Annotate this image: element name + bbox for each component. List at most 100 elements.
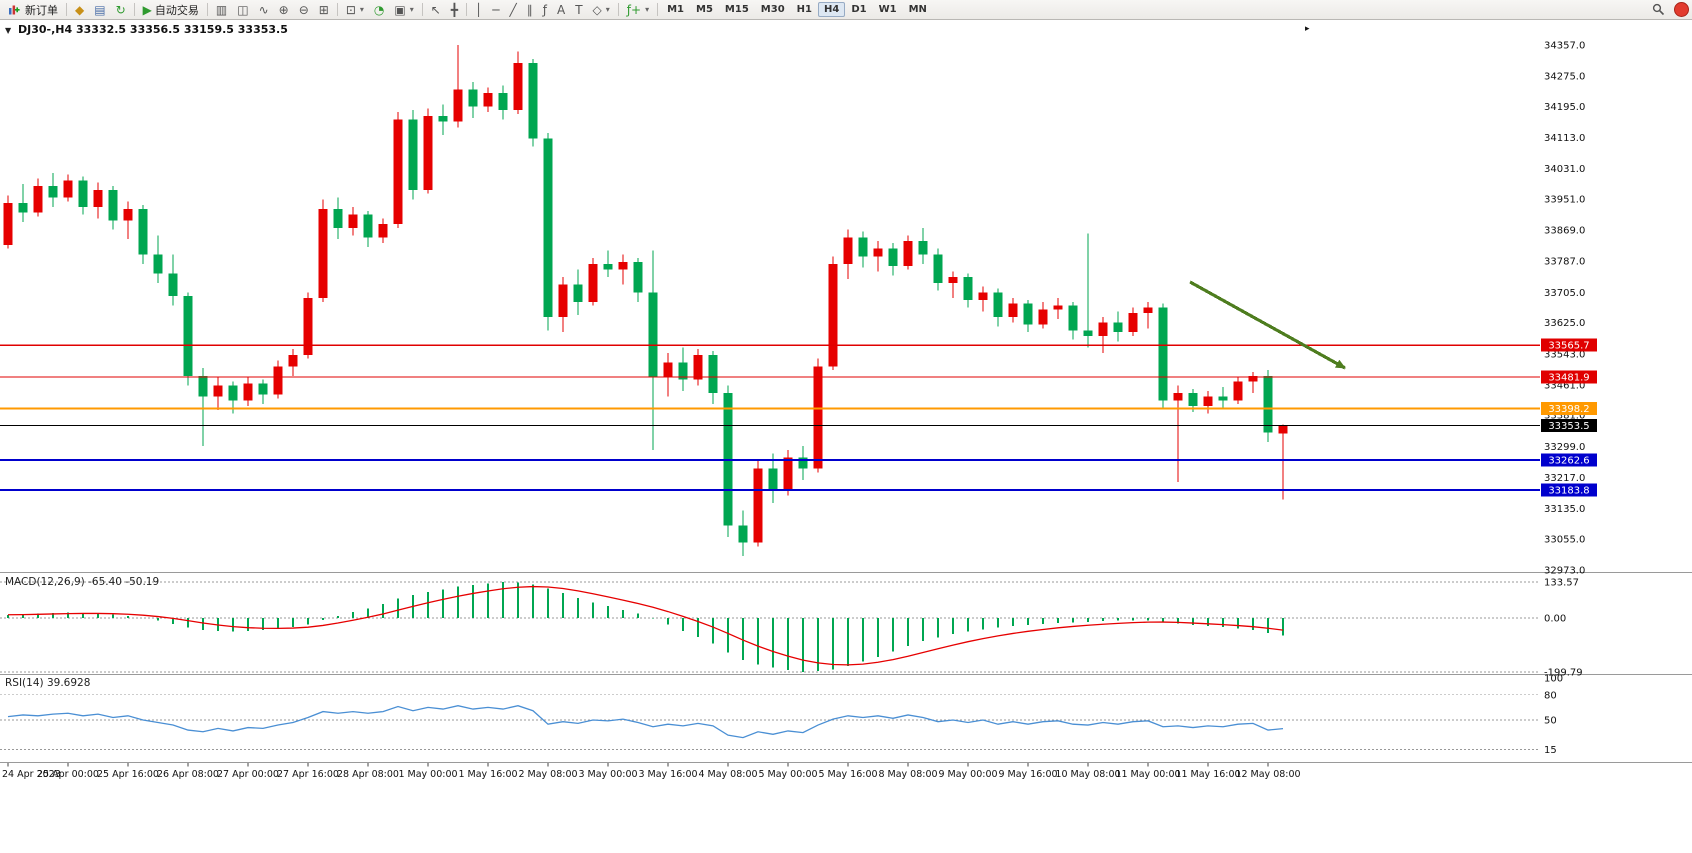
price-tick-label: 33705.0: [1544, 288, 1585, 299]
symbol-dropdown-icon[interactable]: ▼: [5, 26, 12, 35]
price-tick-label: 33217.0: [1544, 473, 1585, 484]
time-label: 11 May 00:00: [1115, 769, 1180, 780]
macd-scale-label: 133.57: [1544, 577, 1579, 588]
fibonacci-button[interactable]: ƒ: [542, 2, 547, 17]
line-chart-button[interactable]: ∿: [258, 2, 269, 17]
new-order-icon: [9, 5, 20, 14]
timeframe-m1[interactable]: M1: [667, 4, 684, 15]
time-label: 3 May 00:00: [578, 769, 637, 780]
chart-title: ▼ DJ30-,H4 33332.5 33356.5 33159.5 33353…: [5, 23, 288, 36]
timeframe-w1[interactable]: W1: [878, 4, 897, 15]
auto-trading-button[interactable]: ▶ 自动交易: [138, 0, 204, 19]
trend-arrow[interactable]: [1189, 280, 1346, 370]
zoom-in-button[interactable]: ⊕: [278, 2, 289, 17]
time-label: 1 May 00:00: [398, 769, 457, 780]
new-chart-button[interactable]: ⊡ ▾: [341, 0, 369, 19]
chevron-down-icon: ▾: [409, 5, 414, 14]
level-price-box: [1541, 402, 1597, 416]
price-tick-label: 34275.0: [1544, 72, 1585, 83]
shapes-button[interactable]: ◇ ▾: [588, 0, 615, 19]
macd-scale-label: -199.79: [1544, 667, 1583, 678]
time-label: 4 May 08:00: [698, 769, 757, 780]
new-order-label: 新订单: [25, 3, 58, 17]
new-order-button[interactable]: 新订单: [3, 0, 63, 19]
time-label: 2 May 08:00: [518, 769, 577, 780]
price-tick-label: 33787.0: [1544, 257, 1585, 268]
price-tick-label: 34031.0: [1544, 164, 1585, 175]
chevron-down-icon: ▾: [645, 5, 650, 14]
toolbar-separator: [133, 3, 135, 16]
toolbar-separator: [336, 3, 338, 16]
time-label: 8 May 08:00: [878, 769, 937, 780]
chart-symbol-period: DJ30-,H4: [18, 23, 73, 36]
time-label: 28 Apr 08:00: [337, 769, 399, 780]
shapes-icon: ◇: [592, 2, 602, 17]
timeframe-d1[interactable]: D1: [851, 4, 867, 15]
level-price-text: 33565.7: [1548, 341, 1589, 352]
time-label: 5 May 00:00: [758, 769, 817, 780]
scroll-to-end-marker[interactable]: ▸: [1305, 24, 1310, 34]
timeframe-mn[interactable]: MN: [908, 4, 927, 15]
templates-icon: ▣: [394, 2, 406, 17]
label-tool-button[interactable]: T: [575, 2, 583, 17]
price-tick-label: 33625.0: [1544, 318, 1585, 329]
current-price-box: [1541, 419, 1597, 433]
price-tick-label: 34113.0: [1544, 133, 1585, 144]
time-label: 9 May 00:00: [938, 769, 997, 780]
clock-icon[interactable]: ◔: [373, 2, 385, 17]
toolbar-separator: [206, 3, 208, 16]
timeframe-m15[interactable]: M15: [724, 4, 749, 15]
templates-button[interactable]: ▣ ▾: [389, 0, 418, 19]
candle-chart-button[interactable]: ◫: [237, 2, 249, 17]
rsi-line: [7, 705, 1284, 739]
bar-chart-button[interactable]: ▥: [215, 2, 228, 17]
macd-scale-label: 0.00: [1544, 614, 1566, 625]
trend-line-button[interactable]: ╱: [509, 2, 517, 17]
market-watch-icon[interactable]: ◆: [75, 2, 85, 17]
channel-button[interactable]: ∥: [526, 2, 533, 17]
chevron-down-icon: ▾: [359, 5, 364, 14]
timeframe-h4[interactable]: H4: [818, 2, 846, 17]
time-label: 1 May 16:00: [458, 769, 517, 780]
toolbar-separator: [466, 3, 468, 16]
navigator-icon[interactable]: ▤: [94, 2, 106, 17]
timeframe-h1[interactable]: H1: [796, 4, 812, 15]
zoom-out-button[interactable]: ⊖: [298, 2, 309, 17]
level-price-box: [1541, 483, 1597, 497]
price-tick-label: 33299.0: [1544, 442, 1585, 453]
cursor-button[interactable]: ↖: [430, 2, 441, 17]
time-label: 25 Apr 16:00: [97, 769, 159, 780]
rsi-panel-label: RSI(14) 39.6928: [5, 677, 90, 689]
time-label: 26 Apr 08:00: [157, 769, 219, 780]
level-price-text: 33183.8: [1548, 486, 1589, 497]
time-label: 9 May 16:00: [998, 769, 1057, 780]
text-tool-button[interactable]: A: [556, 2, 566, 17]
notification-badge[interactable]: [1674, 2, 1689, 17]
macd-name: MACD(12,26,9): [5, 576, 85, 588]
horizontal-line-button[interactable]: ─: [492, 2, 500, 17]
main-toolbar: 新订单 ◆ ▤ ↻ ▶ 自动交易 ▥ ◫ ∿ ⊕ ⊖ ⊞ ⊡ ▾ ◔ ▣ ▾ ↖…: [0, 0, 1692, 20]
macd-histogram: [7, 581, 1284, 672]
toolbar-separator: [421, 3, 423, 16]
crosshair-button[interactable]: ╋: [450, 2, 459, 17]
level-price-text: 33481.9: [1548, 372, 1589, 383]
level-price-box: [1541, 370, 1597, 384]
chart-canvas[interactable]: 34357.0 34275.0 34195.0 34113.0 34031.0 33951…: [0, 20, 1692, 853]
price-tick-label: 33055.0: [1544, 534, 1585, 545]
timeframe-m5[interactable]: M5: [696, 4, 713, 15]
search-button[interactable]: [1647, 0, 1670, 19]
indicators-button[interactable]: ƒ+ ▾: [622, 0, 654, 19]
time-label: 27 Apr 16:00: [277, 769, 339, 780]
macd-signal-line: [7, 585, 1284, 666]
play-icon: ▶: [142, 2, 152, 17]
refresh-icon[interactable]: ↻: [115, 2, 126, 17]
search-icon: [1652, 3, 1665, 16]
macd-panel-label: MACD(12,26,9) -65.40 -50.19: [5, 576, 159, 588]
tile-windows-button[interactable]: ⊞: [318, 2, 329, 17]
timeframe-m30[interactable]: M30: [760, 4, 785, 15]
toolbar-separator: [617, 3, 619, 16]
time-label: 10 May 08:00: [1055, 769, 1120, 780]
vertical-line-button[interactable]: │: [475, 2, 483, 17]
level-price-box: [1541, 338, 1597, 352]
